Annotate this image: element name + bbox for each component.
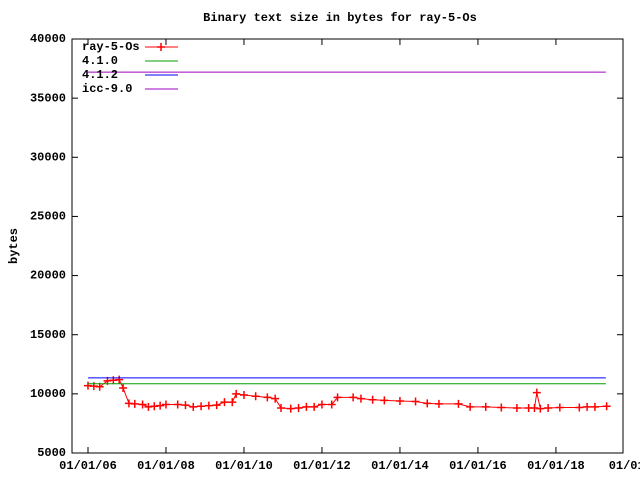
y-tick-label: 35000 [30, 91, 66, 105]
point-marker [434, 399, 443, 408]
point-marker [590, 402, 599, 411]
point-marker [544, 404, 553, 413]
point-marker [575, 403, 584, 412]
point-marker [286, 404, 295, 413]
legend-label: 4.1.0 [82, 54, 118, 68]
y-axis-label: bytes [7, 228, 21, 264]
x-tick-label: 01/01/2 [609, 459, 640, 473]
point-marker [271, 394, 280, 403]
point-marker [555, 403, 564, 412]
legend-label: ray-5-Os [82, 40, 140, 54]
point-marker [119, 383, 128, 392]
point-marker [423, 399, 432, 408]
x-tick-label: 01/01/06 [59, 459, 117, 473]
x-tick-label: 01/01/08 [137, 459, 195, 473]
point-marker [602, 402, 611, 411]
chart-title: Binary text size in bytes for ray-5-Os [203, 11, 477, 25]
point-marker [115, 375, 124, 384]
point-marker [138, 400, 147, 409]
legend-label: 4.1.2 [82, 68, 118, 82]
point-marker [181, 401, 190, 410]
point-marker [349, 393, 358, 402]
point-marker [356, 394, 365, 403]
point-marker [130, 399, 139, 408]
point-marker [395, 396, 404, 405]
y-tick-label: 5000 [37, 446, 66, 460]
point-marker [239, 391, 248, 400]
y-tick-label: 25000 [30, 210, 66, 224]
point-marker [310, 402, 319, 411]
point-marker [161, 400, 170, 409]
y-tick-label: 30000 [30, 150, 66, 164]
legend-marker [157, 43, 165, 51]
x-tick-label: 01/01/18 [527, 459, 585, 473]
point-marker [294, 404, 303, 413]
x-tick-label: 01/01/14 [371, 459, 429, 473]
plot-border [71, 38, 624, 454]
y-tick-label: 10000 [30, 387, 66, 401]
point-marker [204, 401, 213, 410]
point-marker [302, 402, 311, 411]
y-tick-label: 15000 [30, 328, 66, 342]
point-marker [232, 389, 241, 398]
x-tick-label: 01/01/16 [449, 459, 507, 473]
point-marker [333, 393, 342, 402]
point-marker [497, 403, 506, 412]
point-marker [263, 393, 272, 402]
point-marker [327, 400, 336, 409]
point-marker [380, 396, 389, 405]
point-marker [368, 395, 377, 404]
point-marker [411, 397, 420, 406]
point-marker [454, 399, 463, 408]
point-marker [317, 400, 326, 409]
point-marker [532, 388, 541, 397]
point-marker [512, 404, 521, 413]
point-marker [197, 402, 206, 411]
point-marker [583, 402, 592, 411]
point-marker [277, 404, 286, 413]
x-tick-label: 01/01/10 [215, 459, 273, 473]
point-marker [481, 402, 490, 411]
point-marker [156, 401, 165, 410]
point-marker [220, 398, 229, 407]
legend-label: icc-9.0 [82, 82, 132, 96]
y-tick-label: 40000 [30, 32, 66, 46]
point-marker [536, 404, 545, 413]
y-tick-label: 20000 [30, 269, 66, 283]
point-marker [466, 402, 475, 411]
point-marker [173, 400, 182, 409]
point-marker [228, 398, 237, 407]
point-marker [251, 392, 260, 401]
point-marker [212, 401, 221, 410]
point-marker [189, 402, 198, 411]
x-tick-label: 01/01/12 [293, 459, 351, 473]
